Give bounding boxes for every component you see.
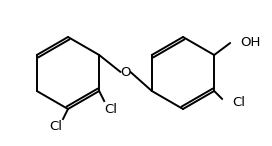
- Text: OH: OH: [240, 36, 261, 49]
- Text: Cl: Cl: [50, 120, 63, 133]
- Text: O: O: [120, 66, 131, 79]
- Text: Cl: Cl: [232, 95, 245, 108]
- Text: Cl: Cl: [105, 102, 118, 115]
